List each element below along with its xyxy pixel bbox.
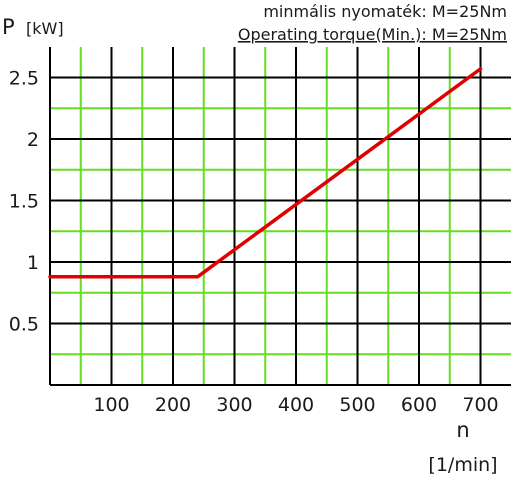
x-tick-label: 300 xyxy=(216,394,252,416)
y-tick-label: 2.5 xyxy=(9,68,39,90)
y-tick-label: 2 xyxy=(27,129,39,151)
x-tick-label: 600 xyxy=(401,394,437,416)
chart-title: minmális nyomaték: M=25Nm xyxy=(263,2,507,21)
ticks: 100 200 300 400 500 600 700 0.5 1 1.5 2 2.5 xyxy=(9,68,499,417)
series-line xyxy=(48,67,483,279)
y-tick-label: 0.5 xyxy=(9,314,39,336)
y-tick-label: 1 xyxy=(27,252,39,274)
x-axis-label: n xyxy=(456,418,469,442)
y-axis-label: P xyxy=(2,15,15,39)
y-axis-unit: [kW] xyxy=(26,19,64,38)
x-tick-label: 100 xyxy=(93,394,129,416)
chart-subtitle: Operating torque(Min.): M=25Nm xyxy=(238,25,507,44)
x-tick-label: 700 xyxy=(462,394,498,416)
x-tick-label: 200 xyxy=(155,394,191,416)
x-tick-label: 400 xyxy=(278,394,314,416)
y-tick-label: 1.5 xyxy=(9,191,39,213)
series xyxy=(48,67,483,279)
x-tick-label: 500 xyxy=(339,394,375,416)
x-axis-unit: [1/min] xyxy=(428,454,497,476)
grid xyxy=(49,47,511,386)
